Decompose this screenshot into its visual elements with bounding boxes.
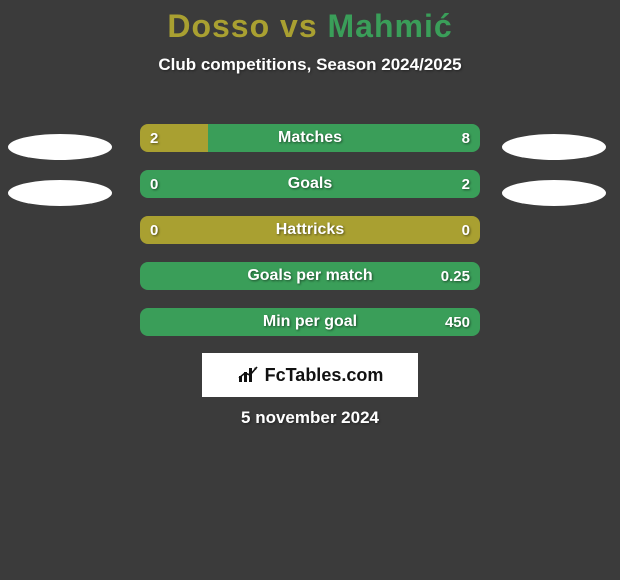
oval-slot-right [502, 170, 612, 216]
stat-value-left: 0 [150, 216, 158, 244]
stat-row: Min per goal450 [140, 308, 480, 336]
stat-row: Goals02 [140, 170, 480, 198]
bar-chart-icon [237, 366, 259, 384]
title-vs: vs [270, 8, 327, 44]
subtitle: Club competitions, Season 2024/2025 [0, 55, 620, 75]
oval-slot-left [8, 262, 118, 308]
oval-slot-left [8, 308, 118, 354]
oval-marker [8, 180, 112, 206]
bar-left [140, 216, 480, 244]
stat-value-right: 2 [462, 170, 470, 198]
date-label: 5 november 2024 [0, 408, 620, 428]
title-player-right: Mahmić [328, 8, 453, 44]
logo-text: FcTables.com [265, 365, 384, 386]
bar-right [140, 262, 480, 290]
oval-slot-left [8, 170, 118, 216]
ovals-left-column [8, 124, 118, 354]
stat-row: Matches28 [140, 124, 480, 152]
stat-value-right: 450 [445, 308, 470, 336]
bar-right [208, 124, 480, 152]
stat-value-right: 8 [462, 124, 470, 152]
oval-marker [502, 180, 606, 206]
oval-slot-right [502, 216, 612, 262]
stat-row: Goals per match0.25 [140, 262, 480, 290]
stats-bars: Matches28Goals02Hattricks00Goals per mat… [140, 124, 480, 354]
bar-right [140, 170, 480, 198]
oval-marker [502, 134, 606, 160]
oval-slot-left [8, 124, 118, 170]
stat-value-right: 0.25 [441, 262, 470, 290]
source-logo: FcTables.com [202, 353, 418, 397]
title-player-left: Dosso [167, 8, 270, 44]
stat-value-right: 0 [462, 216, 470, 244]
oval-marker [8, 134, 112, 160]
oval-slot-right [502, 308, 612, 354]
comparison-card: Dosso vs Mahmić Club competitions, Seaso… [0, 0, 620, 580]
ovals-right-column [502, 124, 612, 354]
stat-value-left: 2 [150, 124, 158, 152]
stat-row: Hattricks00 [140, 216, 480, 244]
bar-right [140, 308, 480, 336]
oval-slot-right [502, 262, 612, 308]
oval-slot-left [8, 216, 118, 262]
stat-value-left: 0 [150, 170, 158, 198]
page-title: Dosso vs Mahmić [0, 0, 620, 45]
oval-slot-right [502, 124, 612, 170]
